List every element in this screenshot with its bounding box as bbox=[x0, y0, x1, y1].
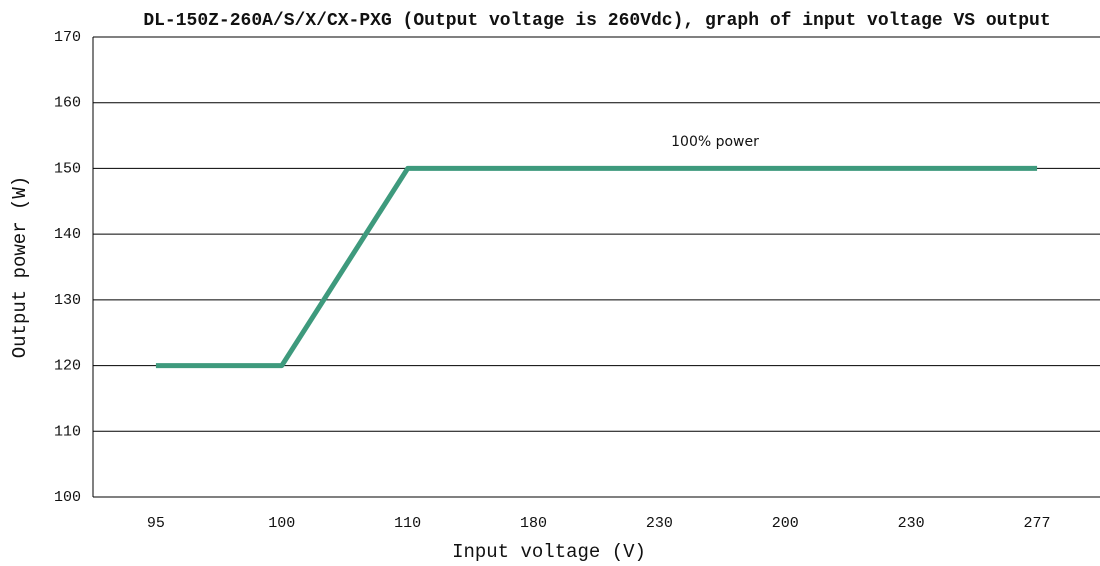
x-tick-label: 230 bbox=[646, 515, 673, 532]
y-tick-label: 100 bbox=[54, 489, 81, 506]
y-tick-label: 170 bbox=[54, 29, 81, 46]
y-axis-label: Output power (W) bbox=[9, 176, 31, 358]
y-tick-label: 130 bbox=[54, 292, 81, 309]
x-tick-label: 95 bbox=[147, 515, 165, 532]
y-tick-label: 110 bbox=[54, 423, 81, 440]
x-tick-label: 110 bbox=[394, 515, 421, 532]
x-tick-label: 100 bbox=[268, 515, 295, 532]
x-tick-label: 230 bbox=[898, 515, 925, 532]
y-tick-label: 150 bbox=[54, 160, 81, 177]
annotation: 100% power bbox=[671, 134, 759, 150]
y-tick-label: 140 bbox=[54, 226, 81, 243]
chart-title: DL-150Z-260A/S/X/CX-PXG (Output voltage … bbox=[143, 11, 1050, 31]
x-axis-label: Input voltage (V) bbox=[452, 541, 646, 563]
y-tick-label: 160 bbox=[54, 95, 81, 112]
x-tick-label: 277 bbox=[1024, 515, 1051, 532]
line bbox=[155, 165, 1038, 369]
x-tick-label: 180 bbox=[520, 515, 547, 532]
y-tick-label: 120 bbox=[54, 358, 81, 375]
x-tick-label: 200 bbox=[772, 515, 799, 532]
